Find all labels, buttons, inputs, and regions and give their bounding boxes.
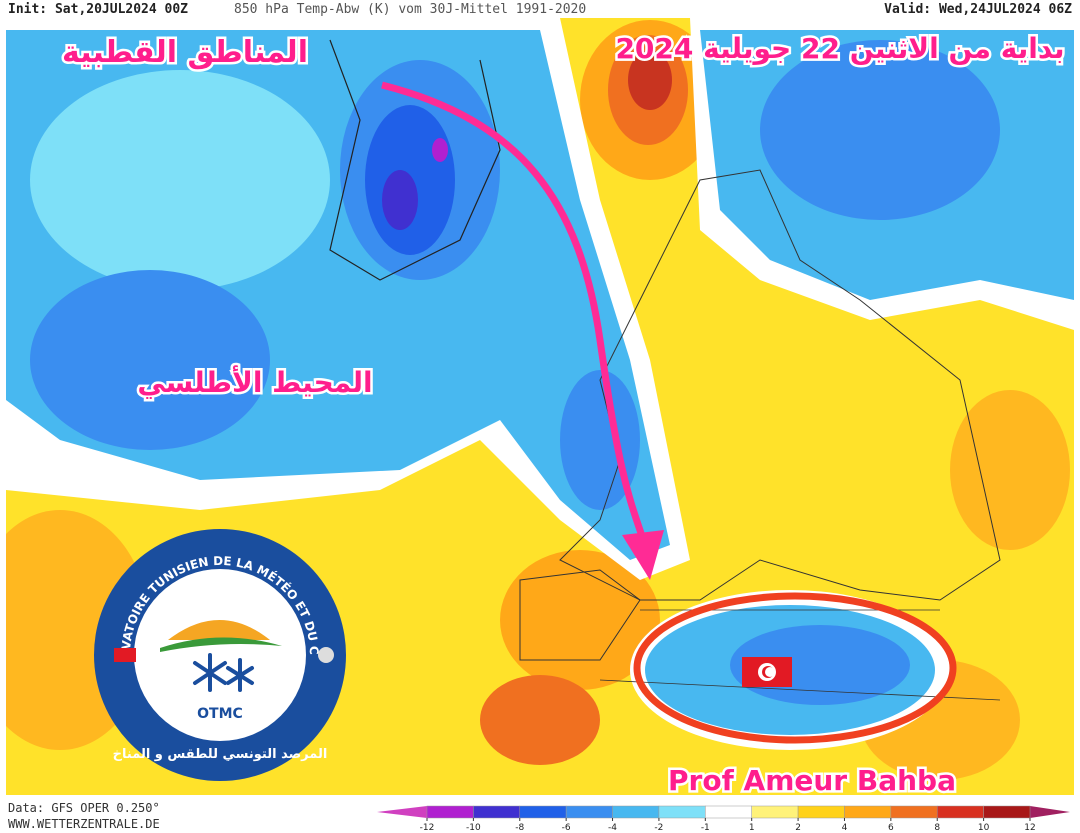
- colorbar-segment: [658, 805, 706, 819]
- colorbar-segment: [844, 805, 892, 819]
- colorbar-segment: [705, 805, 752, 819]
- map: [6, 18, 1074, 795]
- colorbar-segment: [519, 805, 567, 819]
- colorbar-segment: [473, 805, 521, 819]
- logo-arabic-name: المرصد التونسي للطقس و المناخ: [113, 747, 328, 762]
- valid-time: Valid: Wed,24JUL2024 06Z: [884, 2, 1072, 17]
- map-title: 850 hPa Temp-Abw (K) vom 30J-Mittel 1991…: [234, 2, 586, 17]
- region-highlight: [633, 592, 957, 744]
- colorbar-low-arrow: [377, 806, 427, 818]
- colorbar-segment: [797, 805, 845, 819]
- author-label: Prof Ameur Bahba: [668, 764, 956, 797]
- colorbar-segment: [612, 805, 660, 819]
- colorbar-segment: [751, 805, 799, 819]
- colorbar-tick-label: -12: [420, 823, 435, 833]
- colorbar-segment: [983, 805, 1031, 819]
- colorbar-tick-label: 10: [978, 823, 990, 833]
- colorbar-segment: [565, 805, 613, 819]
- colorbar-segment: [890, 805, 938, 819]
- init-time: Init: Sat,20JUL2024 00Z: [8, 2, 188, 17]
- colorbar-tick-label: 12: [1024, 823, 1035, 833]
- colorbar-tick-label: 4: [842, 823, 848, 833]
- colorbar-high-arrow: [1030, 806, 1070, 818]
- colorbar-tick-label: -6: [562, 823, 571, 833]
- date-label: بداية من الاثنين 22 جويلية 2024: [615, 32, 1064, 65]
- colorbar-tick-label: -8: [515, 823, 524, 833]
- colorbar: -12 -10 -8 -6 -4 -2 -1 1 2 4 6 8 10 12: [377, 805, 1070, 833]
- logo-acronym: OTMC: [197, 706, 243, 722]
- polar-label: المناطق القطبية: [62, 35, 308, 70]
- colorbar-tick-label: 6: [888, 823, 894, 833]
- flow-arrow: [381, 81, 664, 580]
- colorbar-tick-label: -2: [654, 823, 663, 833]
- colorbar-tick-label: 1: [749, 823, 755, 833]
- colorbar-tick-label: -4: [608, 823, 617, 833]
- colorbar-tick-label: 8: [934, 823, 940, 833]
- atlantic-label: المحيط الأطلسي: [137, 365, 372, 399]
- data-source: Data: GFS OPER 0.250°: [8, 801, 160, 815]
- website: WWW.WETTERZENTRALE.DE: [8, 817, 160, 831]
- colorbar-tick-label: -1: [701, 823, 710, 833]
- colorbar-segment: [936, 805, 984, 819]
- colorbar-tick-label: -10: [466, 823, 481, 833]
- tunisia-flag: [742, 657, 792, 687]
- colorbar-segment: [426, 805, 474, 819]
- colorbar-tick-label: 2: [795, 823, 801, 833]
